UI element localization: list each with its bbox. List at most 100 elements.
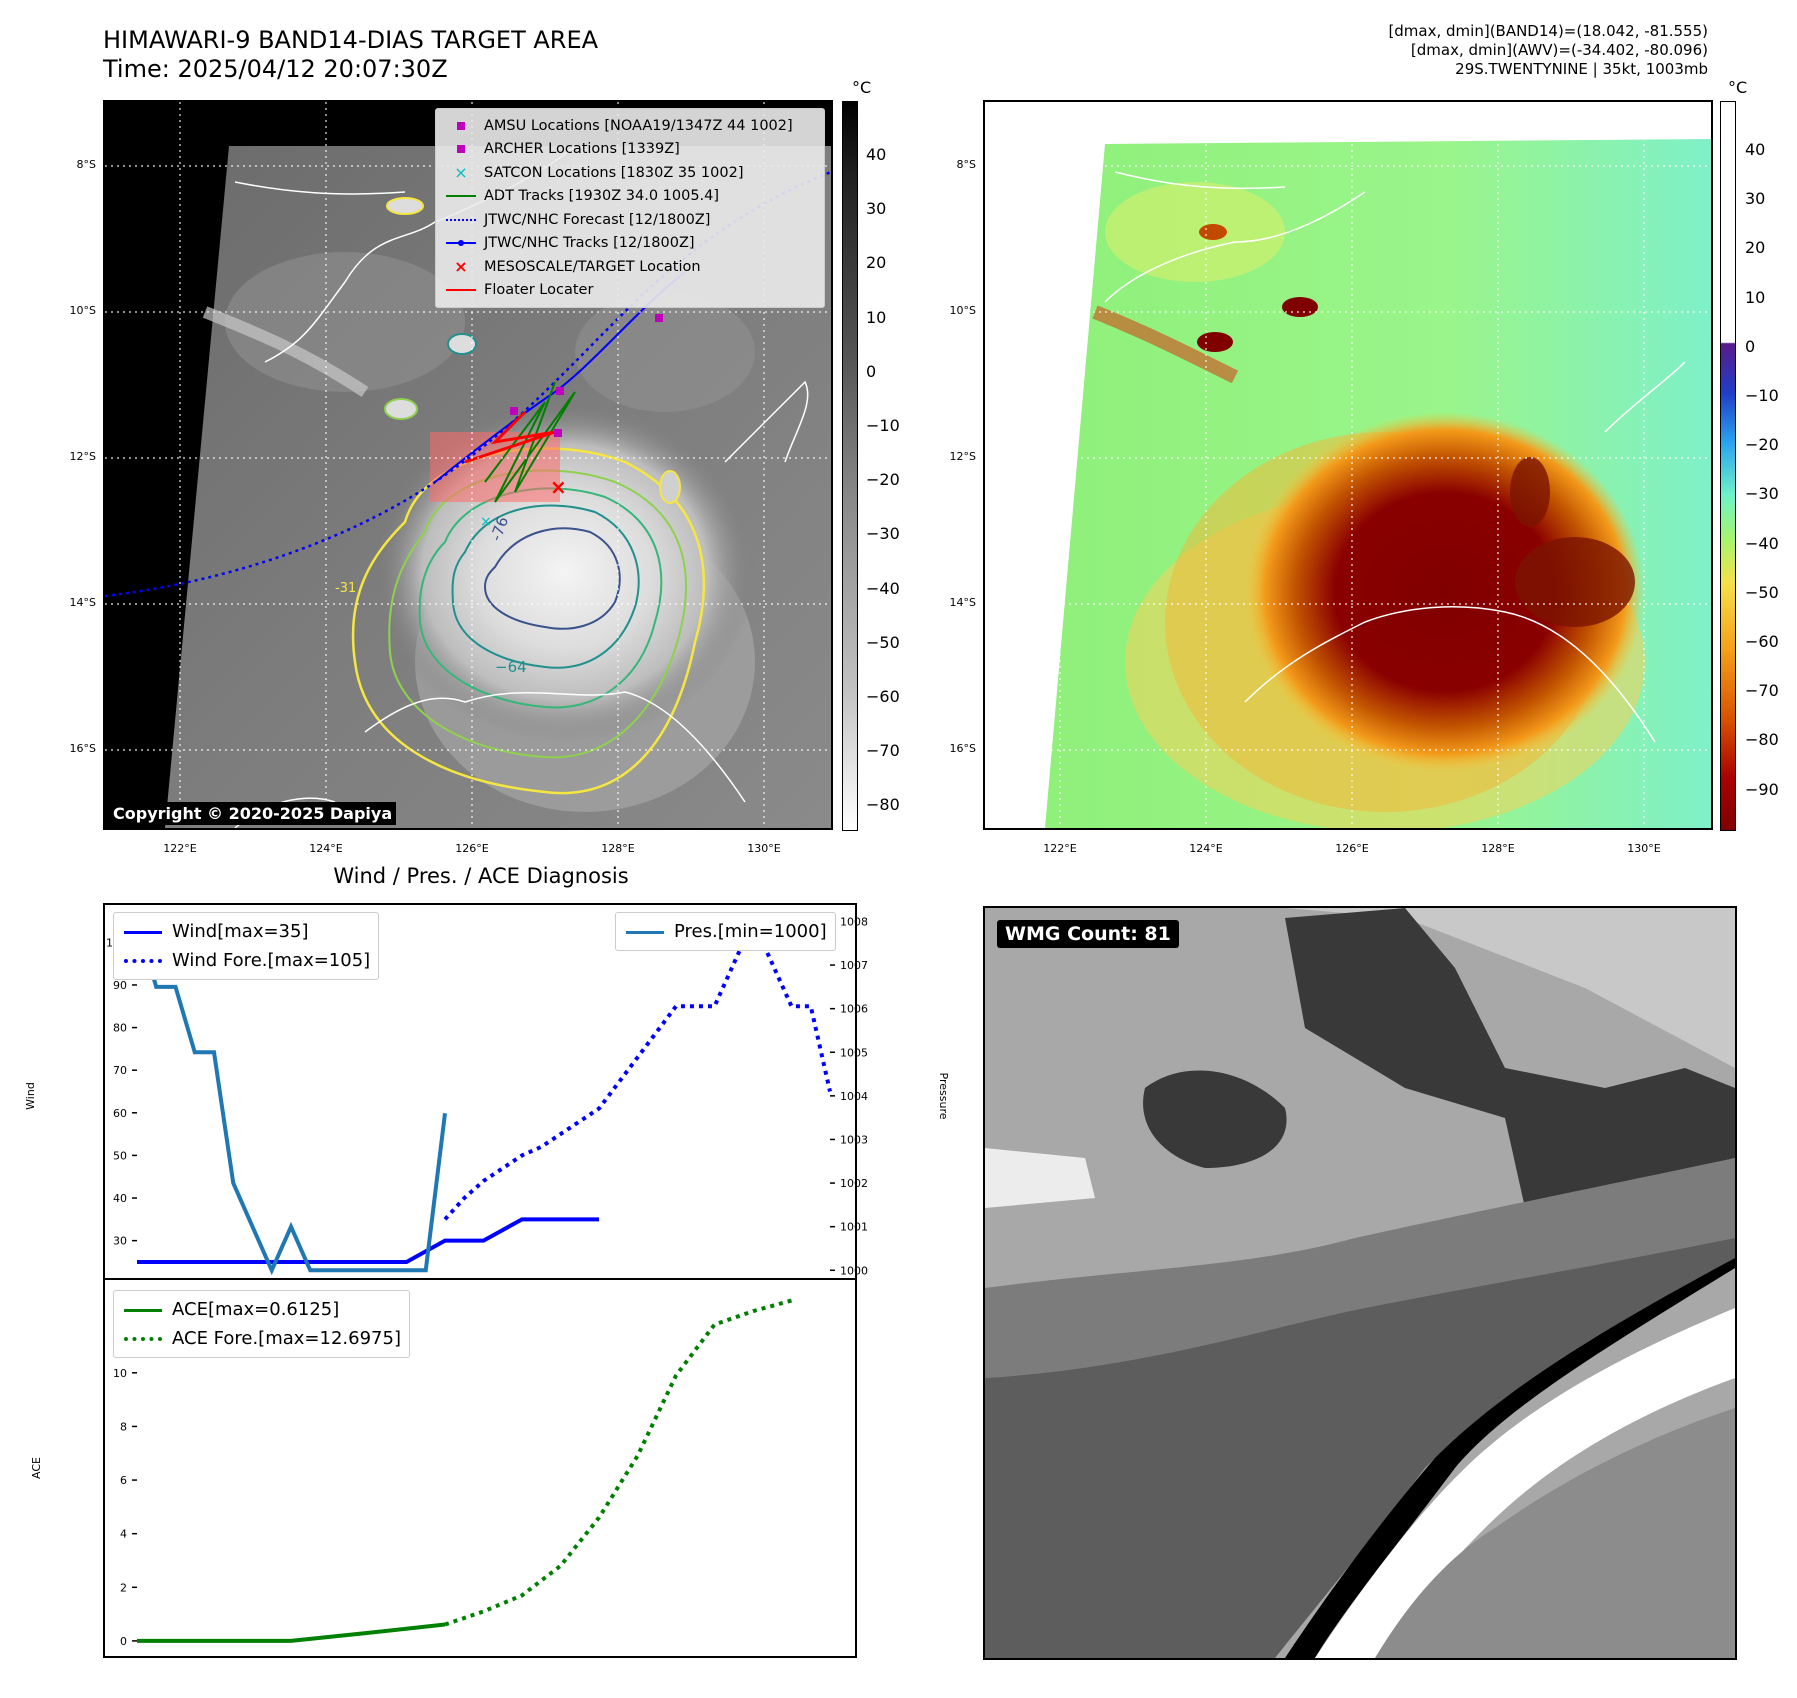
y-tick-label: 70 xyxy=(113,1064,127,1077)
colorbar-tick-label: −20 xyxy=(1745,435,1779,455)
y-right-tick-label: 1004 xyxy=(840,1090,868,1103)
colorbar-tick-label: 30 xyxy=(866,199,887,219)
y-right-tick-label: 1003 xyxy=(840,1133,868,1146)
colorbar-tick-label: 10 xyxy=(866,307,887,327)
colorbar-tick-label: −70 xyxy=(866,741,900,761)
ir-satellite-panel: -76 −64 -31 × × xyxy=(103,100,833,830)
legend-item: ARCHER Locations [1339Z] xyxy=(444,138,816,162)
colorbar-tick-label: −50 xyxy=(866,632,900,652)
ace-axis-label: ACE xyxy=(30,1457,43,1479)
colorbar-tick-label: −50 xyxy=(1745,582,1779,602)
lat-label: 16°S xyxy=(70,742,96,755)
lon-label: 124°E xyxy=(1189,842,1222,855)
y-tick-label: 40 xyxy=(113,1192,127,1205)
y-tick-label: 0 xyxy=(120,1635,127,1648)
ir-legend: AMSU Locations [NOAA19/1347Z 44 1002] AR… xyxy=(435,108,825,308)
wind-legend: Wind[max=35] Wind Fore.[max=105] xyxy=(113,912,380,980)
lat-label: 10°S xyxy=(70,304,96,317)
series-line-1 xyxy=(443,916,832,1221)
colorbar-tick-label: 10 xyxy=(1745,287,1766,307)
y-tick-label: 4 xyxy=(120,1528,127,1541)
legend-item: ACE Fore.[max=12.6975] xyxy=(122,1324,401,1353)
info-line-2: [dmax, dmin](AWV)=(-34.402, -80.096) xyxy=(1410,41,1708,59)
diagnosis-title: Wind / Pres. / ACE Diagnosis xyxy=(333,864,629,888)
title-line-2: Time: 2025/04/12 20:07:30Z xyxy=(103,55,448,83)
lon-label: 130°E xyxy=(747,842,780,855)
lat-label: 14°S xyxy=(70,596,96,609)
ace-plot-frame xyxy=(103,1278,857,1658)
colorbar-tick-label: 40 xyxy=(866,145,887,164)
colorbar-tick-label: 40 xyxy=(1745,140,1766,159)
ir-image: -76 −64 -31 × × xyxy=(105,102,831,828)
legend-item: JTWC/NHC Tracks [12/1800Z] xyxy=(444,232,816,256)
legend-item: AMSU Locations [NOAA19/1347Z 44 1002] xyxy=(444,114,816,138)
awv-colorbar xyxy=(1720,101,1736,831)
legend-item: Pres.[min=1000] xyxy=(624,917,827,946)
legend-item: × SATCON Locations [1830Z 35 1002] xyxy=(454,162,744,182)
lat-label: 8°S xyxy=(77,158,96,171)
y-right-tick-label: 1008 xyxy=(840,915,868,928)
colorbar-tick-label: −30 xyxy=(1745,484,1779,504)
legend-item: ACE[max=0.6125] xyxy=(122,1295,401,1324)
colorbar-tick-label: 0 xyxy=(1745,336,1756,356)
svg-text:−64: −64 xyxy=(495,658,527,676)
y-right-tick-label: 1002 xyxy=(840,1177,868,1190)
lon-label: 124°E xyxy=(309,842,342,855)
lon-label: 128°E xyxy=(601,842,634,855)
y-tick-label: 60 xyxy=(113,1107,127,1120)
series-line-2 xyxy=(135,920,447,1276)
info-line-1: [dmax, dmin](BAND14)=(18.042, -81.555) xyxy=(1388,22,1708,40)
svg-text:-31: -31 xyxy=(335,581,356,596)
pressure-legend: Pres.[min=1000] xyxy=(615,912,836,951)
series-line-1 xyxy=(444,1298,793,1627)
colorbar-tick-label: 0 xyxy=(866,361,877,381)
legend-item: Wind Fore.[max=105] xyxy=(122,946,370,975)
colorbar-tick-label: −80 xyxy=(866,795,900,815)
y-tick-label: 30 xyxy=(113,1235,127,1248)
ace-legend: ACE[max=0.6125] ACE Fore.[max=12.6975] xyxy=(113,1290,410,1358)
awv-image xyxy=(985,102,1711,828)
lat-label: 14°S xyxy=(950,596,976,609)
title-line-1: HIMAWARI-9 BAND14-DIAS TARGET AREA xyxy=(103,26,599,54)
series-line-0 xyxy=(137,1217,599,1264)
lat-label: 12°S xyxy=(950,450,976,463)
colorbar-tick-label: −80 xyxy=(1745,730,1779,750)
colorbar-tick-label: −10 xyxy=(866,416,900,435)
wmg-panel: WMG Count: 81 xyxy=(983,906,1737,1660)
y-right-tick-label: 1007 xyxy=(840,959,868,972)
colorbar-tick-label: −60 xyxy=(866,687,900,706)
y-tick-label: 8 xyxy=(120,1420,127,1433)
colorbar-tick-label: −40 xyxy=(1745,533,1779,553)
colorbar-tick-label: −70 xyxy=(1745,681,1779,701)
wmg-count-label: WMG Count: 81 xyxy=(997,920,1179,948)
lon-label: 128°E xyxy=(1481,842,1514,855)
colorbar-tick-label: −20 xyxy=(866,470,900,490)
y-tick-label: 2 xyxy=(120,1581,127,1594)
awv-satellite-panel xyxy=(983,100,1713,830)
legend-item: Floater Locater xyxy=(444,279,816,303)
lat-label: 8°S xyxy=(957,158,976,171)
lon-label: 122°E xyxy=(1043,842,1076,855)
info-line-3: 29S.TWENTYNINE | 35kt, 1003mb xyxy=(1455,60,1708,78)
colorbar-tick-label: 20 xyxy=(866,253,887,273)
y-right-tick-label: 1006 xyxy=(840,1003,868,1016)
colorbar-tick-label: −10 xyxy=(1745,386,1779,405)
lon-label: 122°E xyxy=(163,842,196,855)
pressure-axis-label: Pressure xyxy=(937,1073,950,1120)
colorbar-tick-label: −90 xyxy=(1745,779,1779,799)
lat-label: 12°S xyxy=(70,450,96,463)
series-line-0 xyxy=(137,1622,446,1643)
legend-item: ADT Tracks [1930Z 34.0 1005.4] xyxy=(444,185,816,209)
colorbar-tick-label: 30 xyxy=(1745,189,1766,209)
y-tick-label: 50 xyxy=(113,1149,127,1162)
wmg-image xyxy=(985,908,1735,1658)
legend-item: Wind[max=35] xyxy=(122,917,370,946)
svg-text:×: × xyxy=(550,475,567,499)
y-tick-label: 90 xyxy=(113,979,127,992)
awv-colorbar-unit: °C xyxy=(1728,78,1748,97)
wind-axis-label: Wind xyxy=(24,1082,37,1110)
y-right-tick-label: 1000 xyxy=(840,1264,868,1277)
lon-label: 126°E xyxy=(1335,842,1368,855)
colorbar-tick-label: −60 xyxy=(1745,632,1779,651)
y-right-tick-label: 1005 xyxy=(840,1046,868,1059)
